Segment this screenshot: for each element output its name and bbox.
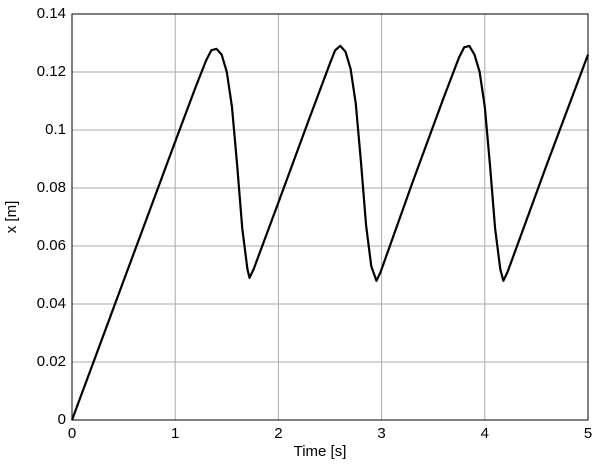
x-tick-label: 2: [274, 425, 282, 442]
x-tick-label: 4: [481, 425, 489, 442]
y-tick-label: 0.1: [45, 121, 66, 138]
y-tick-label: 0.14: [37, 5, 66, 22]
y-tick-label: 0.02: [37, 353, 66, 370]
x-tick-label: 3: [377, 425, 385, 442]
y-tick-label: 0: [58, 411, 66, 428]
y-axis-label: x [m]: [3, 201, 20, 234]
x-tick-label: 0: [68, 425, 76, 442]
x-axis-label: Time [s]: [294, 443, 347, 460]
data-line: [70, 44, 590, 421]
y-tick-label: 0.04: [37, 295, 66, 312]
x-tick-label: 1: [171, 425, 179, 442]
y-tick-label: 0.08: [37, 179, 66, 196]
x-tick-label: 5: [584, 425, 592, 442]
plot-frame: [71, 13, 589, 421]
y-tick-label: 0.12: [37, 63, 66, 80]
y-tick-label: 0.06: [37, 237, 66, 254]
